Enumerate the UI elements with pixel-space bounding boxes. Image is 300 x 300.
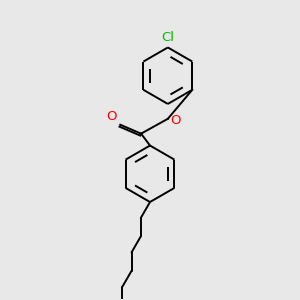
Text: O: O [106,110,117,123]
Text: O: O [170,114,181,127]
Text: Cl: Cl [161,31,174,44]
